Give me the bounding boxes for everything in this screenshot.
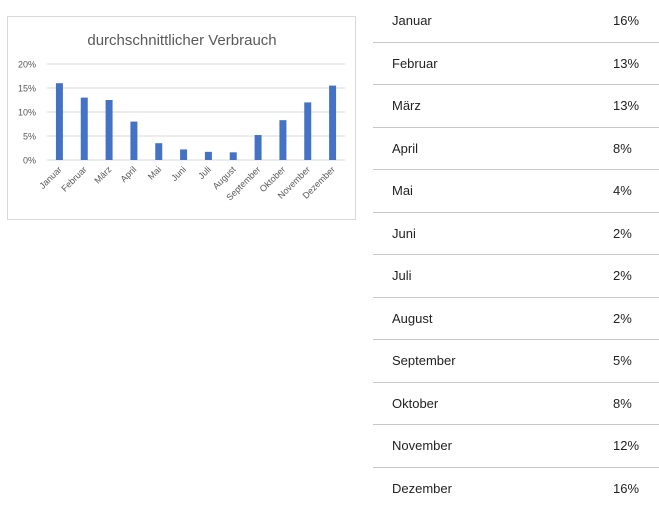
table-row: Oktober 8% [373, 383, 659, 426]
value-cell: 2% [613, 226, 632, 241]
value-cell: 2% [613, 311, 632, 326]
value-cell: 8% [613, 396, 632, 411]
bar-mai [155, 143, 162, 160]
bar-juni [180, 149, 187, 160]
month-cell: August [392, 311, 432, 326]
value-cell: 16% [613, 13, 639, 28]
value-cell: 16% [613, 481, 639, 496]
y-tick-label: 20% [18, 60, 36, 70]
table-row: Januar 16% [373, 0, 659, 43]
month-cell: Juni [392, 226, 416, 241]
month-cell: Juli [392, 268, 412, 283]
chart-panel: durchschnittlicher Verbrauch 0% 5% 10% 15% 2… [7, 16, 356, 220]
month-cell: Mai [392, 183, 413, 198]
y-tick-label: 15% [18, 84, 36, 94]
month-cell: April [392, 141, 418, 156]
x-tick-label: März [92, 164, 114, 186]
value-cell: 2% [613, 268, 632, 283]
table-row: Juni 2% [373, 213, 659, 256]
table-row: Juli 2% [373, 255, 659, 298]
table-row: April 8% [373, 128, 659, 171]
month-cell: November [392, 438, 452, 453]
bar-august [230, 152, 237, 160]
gridlines [47, 64, 345, 160]
value-cell: 13% [613, 98, 639, 113]
y-tick-label: 10% [18, 108, 36, 118]
bar-dezember [329, 86, 336, 160]
x-tick-label: April [119, 164, 139, 184]
month-cell: September [392, 353, 456, 368]
y-tick-label: 0% [23, 156, 36, 166]
value-cell: 13% [613, 56, 639, 71]
table-row: März 13% [373, 85, 659, 128]
table-row: Februar 13% [373, 43, 659, 86]
chart-title: durchschnittlicher Verbrauch [87, 32, 276, 49]
x-tick-label: Februar [59, 164, 88, 193]
bar-september [255, 135, 262, 160]
bar-juli [205, 152, 212, 160]
value-cell: 5% [613, 353, 632, 368]
table-row: Dezember 16% [373, 468, 659, 510]
month-cell: März [392, 98, 421, 113]
bar-oktober [279, 120, 286, 160]
bar-november [304, 102, 311, 160]
x-tick-label: Juni [169, 164, 188, 183]
x-tick-label: Juli [196, 164, 213, 181]
y-axis-ticks: 0% 5% 10% 15% 20% [18, 60, 36, 166]
month-cell: Oktober [392, 396, 438, 411]
table-row: November 12% [373, 425, 659, 468]
value-cell: 4% [613, 183, 632, 198]
table-row: Mai 4% [373, 170, 659, 213]
value-cell: 8% [613, 141, 632, 156]
table-row: September 5% [373, 340, 659, 383]
x-tick-label: Mai [146, 164, 163, 181]
bar-märz [106, 100, 113, 160]
consumption-table: Januar 16% Februar 13% März 13% April 8% Mai 4% Ju… [373, 0, 659, 510]
month-cell: Januar [392, 13, 432, 28]
bar-februar [81, 98, 88, 160]
bar-chart: durchschnittlicher Verbrauch 0% 5% 10% 15% 2… [8, 17, 357, 221]
y-tick-label: 5% [23, 132, 36, 142]
bar-januar [56, 83, 63, 160]
bar-april [130, 122, 137, 160]
month-cell: Februar [392, 56, 438, 71]
value-cell: 12% [613, 438, 639, 453]
table-row: August 2% [373, 298, 659, 341]
bars [56, 83, 336, 160]
month-cell: Dezember [392, 481, 452, 496]
